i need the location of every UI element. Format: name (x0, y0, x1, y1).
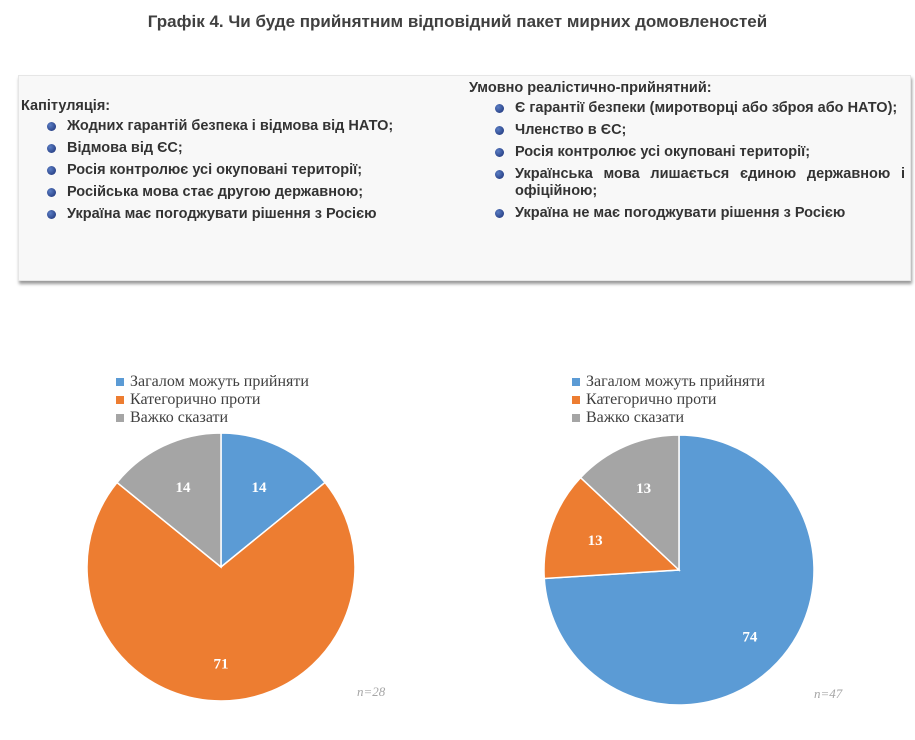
pie-plot: 74 13 13 (543, 434, 815, 706)
pie-chart-realistic: Загалом можуть прийняти Категорично прот… (458, 365, 898, 735)
legend-entry-against: Категорично проти (572, 391, 765, 409)
slice-unsure (579, 434, 680, 572)
slice-against (86, 481, 356, 702)
bullet-icon (47, 122, 56, 131)
legend-entry-unsure: Важко сказати (116, 409, 309, 427)
list-item: Російська мова стає другою державною; (47, 184, 441, 201)
list-item: Відмова від ЄС; (47, 140, 441, 157)
list-item: Членство в ЄС; (495, 122, 907, 139)
bullet-icon (495, 126, 504, 135)
pie-plot: 14 71 14 (86, 432, 356, 702)
legend-swatch (116, 378, 124, 386)
slice-accept (220, 432, 327, 569)
list-item: Жодних гарантій безпека і відмова від НА… (47, 118, 441, 135)
scenario-panel: Капітуляція: Жодних гарантій безпека і в… (18, 75, 911, 281)
data-label: 14 (252, 480, 268, 496)
bullet-icon (47, 210, 56, 219)
bullet-icon (495, 104, 504, 113)
bullet-icon (47, 166, 56, 175)
realistic-column: Умовно реалістично-прийнятний: Є гаранті… (469, 80, 907, 227)
realistic-heading: Умовно реалістично-прийнятний: (469, 80, 712, 96)
legend-entry-accept: Загалом можуть прийняти (572, 373, 765, 391)
legend-entry-against: Категорично проти (116, 391, 309, 409)
capitulation-heading: Капітуляція: (21, 98, 111, 114)
legend-entry-unsure: Важко сказати (572, 409, 765, 427)
bullet-icon (47, 144, 56, 153)
realistic-list: Є гарантії безпеки (миротворці або зброя… (469, 100, 907, 222)
bullet-icon (495, 170, 504, 179)
data-label: 13 (588, 533, 603, 549)
legend-swatch (116, 414, 124, 422)
list-item: Є гарантії безпеки (миротворці або зброя… (495, 100, 907, 117)
capitulation-column: Капітуляція: Жодних гарантій безпека і в… (21, 98, 441, 228)
legend-entry-accept: Загалом можуть прийняти (116, 373, 309, 391)
legend-swatch (572, 414, 580, 422)
data-label: 13 (636, 481, 651, 497)
slice-against (543, 476, 681, 580)
list-item: Україна не має погоджувати рішення з Рос… (495, 205, 907, 222)
bullet-icon (495, 209, 504, 218)
sample-size-note: n=28 (357, 684, 386, 699)
legend-swatch (572, 378, 580, 386)
sample-size-note: n=47 (814, 686, 843, 701)
data-label: 74 (742, 630, 758, 646)
list-item: Росія контролює усі окуповані території; (47, 162, 441, 179)
slice-unsure (115, 432, 222, 569)
bullet-icon (495, 148, 504, 157)
chart-title: Графік 4. Чи буде прийнятним відповідний… (147, 12, 768, 31)
pie-chart-capitulation: Загалом можуть прийняти Категорично прот… (0, 365, 440, 735)
list-item: Росія контролює усі окуповані території; (495, 144, 907, 161)
data-label: 71 (214, 656, 229, 672)
list-item: Україна має погоджувати рішення з Росією (47, 206, 441, 223)
bullet-icon (47, 188, 56, 197)
data-label: 14 (175, 480, 191, 496)
list-item: Українська мова лишається єдиною державн… (495, 166, 907, 200)
capitulation-list: Жодних гарантій безпека і відмова від НА… (21, 118, 441, 223)
legend-swatch (116, 396, 124, 404)
legend: Загалом можуть прийняти Категорично прот… (572, 373, 765, 427)
legend: Загалом можуть прийняти Категорично прот… (116, 373, 309, 427)
legend-swatch (572, 396, 580, 404)
